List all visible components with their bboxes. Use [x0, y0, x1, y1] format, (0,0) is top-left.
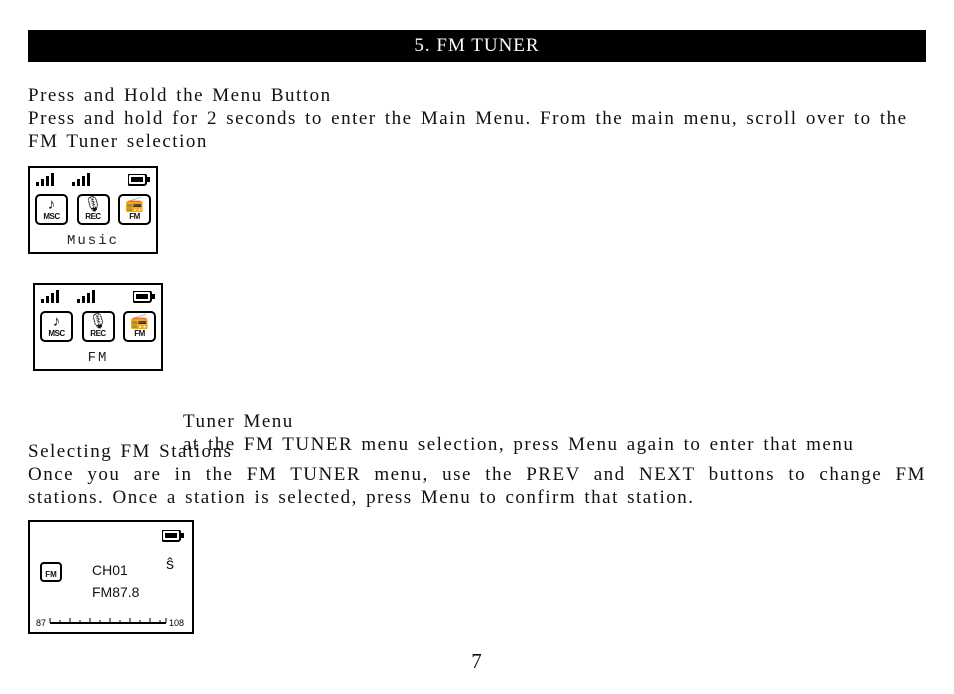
radio-icon: 📻: [130, 315, 149, 330]
icon-sub: MSC: [48, 330, 64, 338]
record-icon: 🎙 REC: [77, 194, 110, 225]
frequency-label: FM87.8: [92, 584, 139, 600]
signal-bars-icon: [77, 289, 107, 305]
note-icon: ♪: [48, 198, 56, 213]
screen-caption: FM: [35, 350, 161, 366]
record-icon: 🎙 REC: [82, 311, 115, 342]
music-icon: ♪ MSC: [40, 311, 73, 342]
mic-icon: 🎙: [88, 315, 107, 330]
menu-icons-row: ♪ MSC 🎙 REC 📻 FM: [40, 311, 156, 342]
menu-screenshot-fm: ♪ MSC 🎙 REC 📻 FM FM: [33, 283, 163, 371]
paragraph-3: Selecting FM Stations Once you are in th…: [28, 440, 926, 510]
note-icon: ♪: [53, 315, 61, 330]
battery-icon: [162, 530, 184, 542]
fm-icon: 📻 FM: [118, 194, 151, 225]
signal-bars-icon: [41, 289, 71, 305]
frequency-scale: 87 108: [36, 615, 186, 627]
para2-heading-right: Tuner Menu: [183, 411, 294, 432]
fm-tuner-screenshot: FM CH01 ŝ FM87.8 87 108: [28, 520, 194, 634]
menu-screenshot-music: ♪ MSC 🎙 REC 📻 FM Music: [28, 166, 158, 254]
signal-bars-icon: [36, 172, 66, 188]
channel-label: CH01: [92, 562, 128, 578]
page: 5. FM TUNER Press and Hold the Menu Butt…: [0, 0, 954, 694]
icon-sub: MSC: [43, 213, 59, 221]
section-title: 5. FM TUNER: [414, 35, 539, 56]
icon-sub: FM: [129, 213, 140, 221]
section-title-bar: 5. FM TUNER: [28, 30, 926, 62]
music-icon: ♪ MSC: [35, 194, 68, 225]
page-number: 7: [0, 649, 954, 674]
mic-icon: 🎙: [83, 198, 102, 213]
scale-right-label: 108: [169, 618, 184, 628]
fm-small-icon: FM: [40, 562, 62, 582]
para3-text: Once you are in the FM TUNER menu, use t…: [28, 463, 926, 509]
screen-caption: Music: [30, 233, 156, 249]
para3-heading: Selecting FM Stations: [28, 440, 926, 463]
fm-icon: 📻 FM: [123, 311, 156, 342]
fm-label: FM: [45, 570, 57, 579]
stereo-icon: ŝ: [166, 556, 174, 574]
scale-left-label: 87: [36, 618, 46, 628]
radio-icon: 📻: [125, 198, 144, 213]
para1-heading: Press and Hold the Menu Button: [28, 84, 926, 107]
icon-sub: REC: [90, 330, 105, 338]
battery-icon: [133, 291, 155, 303]
menu-icons-row: ♪ MSC 🎙 REC 📻 FM: [35, 194, 151, 225]
icon-sub: FM: [134, 330, 145, 338]
icon-sub: REC: [85, 213, 100, 221]
signal-bars-icon: [72, 172, 102, 188]
para1-text: Press and hold for 2 seconds to enter th…: [28, 107, 926, 153]
battery-icon: [128, 174, 150, 186]
paragraph-1: Press and Hold the Menu Button Press and…: [28, 84, 926, 154]
